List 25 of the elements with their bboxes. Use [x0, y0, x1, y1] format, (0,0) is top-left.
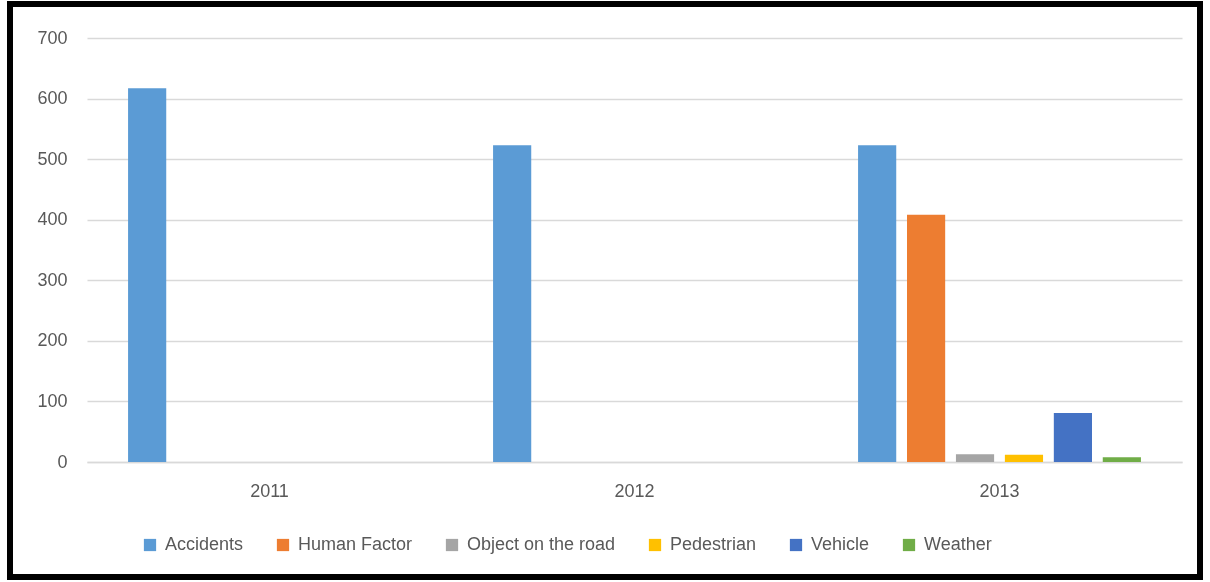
y-tick-label: 300 [37, 269, 68, 290]
y-tick-label: 600 [37, 88, 68, 109]
y-tick-label: 100 [37, 390, 68, 411]
bar [955, 454, 995, 462]
legend-label: Accidents [165, 534, 244, 554]
legend-label: Vehicle [811, 534, 870, 554]
bar [858, 145, 897, 462]
y-tick-label: 500 [37, 148, 68, 169]
bar [1102, 457, 1141, 462]
legend-label: Pedestrian [670, 534, 757, 554]
legend-label: Object on the road [467, 534, 616, 554]
legend-label: Weather [924, 534, 992, 554]
bar [1053, 412, 1092, 462]
y-tick-label: 400 [37, 209, 68, 230]
x-tick-label: 2013 [979, 480, 1020, 501]
y-tick-label: 700 [37, 27, 68, 48]
bar [493, 145, 532, 462]
x-tick-label: 2012 [614, 480, 655, 501]
x-tick-label: 2011 [250, 480, 289, 501]
legend-label: Human Factor [298, 534, 413, 554]
y-tick-label: 200 [37, 330, 68, 351]
bar [907, 214, 946, 462]
bar [1004, 454, 1044, 462]
bar [128, 88, 167, 462]
y-tick-label: 0 [57, 451, 68, 472]
